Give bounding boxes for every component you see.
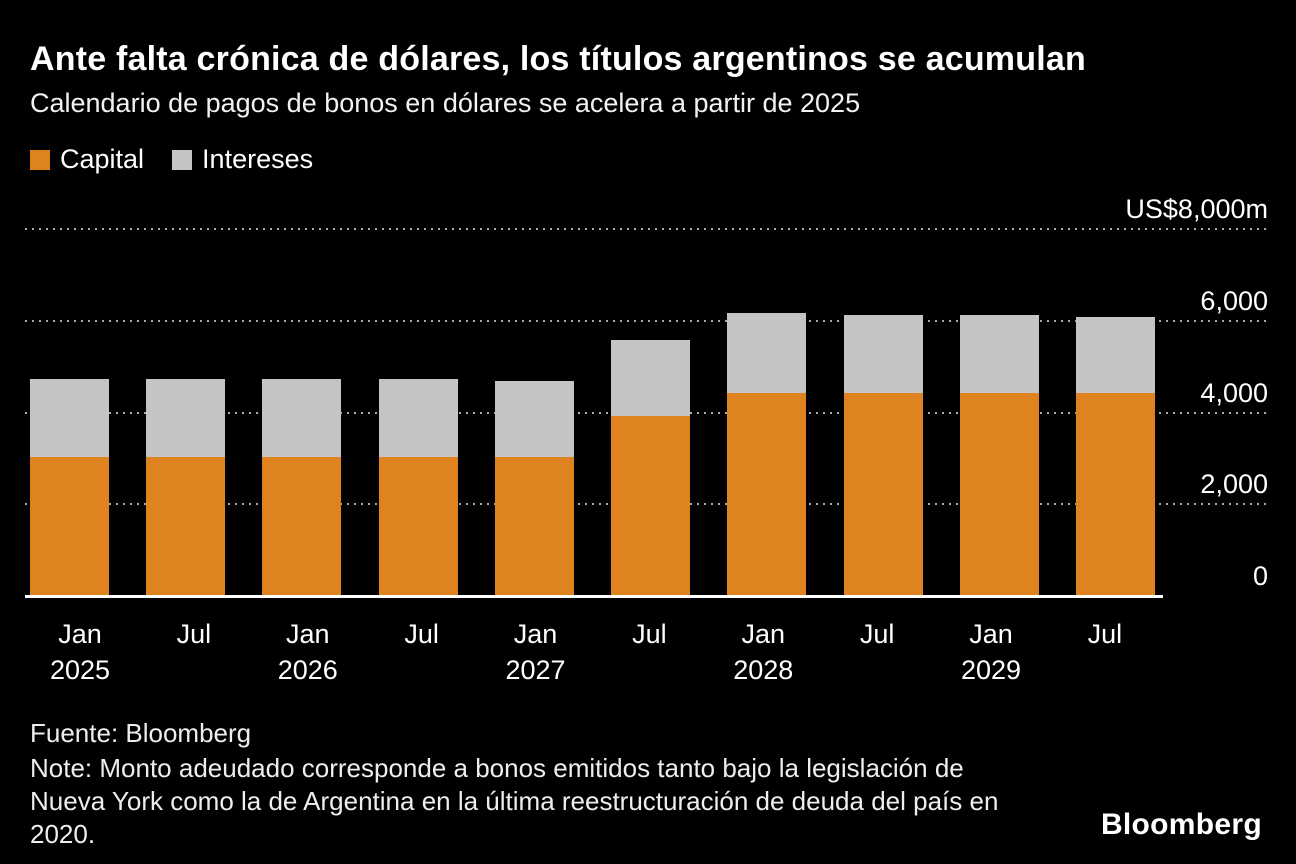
interest-segment (843, 314, 923, 393)
tick-month: Jul (176, 619, 212, 649)
x-axis-baseline (25, 595, 1163, 598)
capital-segment (727, 392, 807, 597)
chart-subtitle: Calendario de pagos de bonos en dólares … (30, 88, 861, 118)
capital-segment (959, 392, 1039, 597)
interest-segment (1075, 317, 1155, 393)
tick-year: 2029 (960, 655, 1022, 685)
legend-item-intereses: Intereses (172, 144, 313, 175)
legend: Capital Intereses (30, 144, 313, 175)
chart-title: Ante falta crónica de dólares, los títul… (30, 40, 1086, 78)
interest-segment (959, 314, 1039, 393)
x-axis-tick: Jan 2029 (941, 616, 1041, 688)
tick-year: 2025 (49, 655, 111, 685)
plot-area (30, 230, 1155, 597)
tick-month: Jul (859, 619, 895, 649)
capital-segment (494, 457, 574, 597)
x-axis-labels: Jan 2025 Jul Jan 2026 Jul Jan 2027 Jul Jan 2028 Jul… (30, 616, 1155, 688)
capital-segment (146, 457, 226, 597)
tick-month: Jan (969, 619, 1013, 649)
x-axis-tick: Jul (599, 616, 699, 688)
bar-jan-2026 (262, 379, 342, 597)
tick-month: Jan (513, 619, 558, 649)
gridline-8000 (25, 228, 1270, 230)
tick-month: Jan (58, 619, 102, 649)
x-axis-tick: Jul (1055, 616, 1155, 688)
capital-segment (611, 415, 691, 597)
bar-jul-2025 (146, 379, 226, 597)
bar-jul-2029 (1075, 317, 1155, 597)
legend-swatch-icon (172, 149, 193, 170)
bar-jul-2026 (378, 379, 458, 597)
x-axis-tick: Jan 2028 (713, 616, 813, 688)
source-text: Fuente: Bloomberg (30, 718, 252, 748)
legend-swatch-icon (30, 149, 50, 170)
capital-segment (843, 392, 923, 597)
tick-year: 2027 (505, 655, 566, 685)
x-axis-tick: Jul (372, 616, 472, 688)
interest-segment (146, 379, 226, 458)
tick-month: Jan (741, 619, 786, 649)
x-axis-tick: Jul (827, 616, 927, 688)
interest-segment (727, 312, 807, 393)
capital-segment (30, 457, 109, 597)
legend-item-capital: Capital (30, 144, 144, 175)
legend-label: Intereses (202, 144, 314, 174)
bar-jan-2027 (494, 381, 574, 597)
legend-label: Capital (60, 144, 145, 174)
interest-segment (494, 381, 574, 458)
tick-month: Jul (1087, 619, 1123, 649)
x-axis-tick: Jan 2025 (30, 616, 130, 688)
tick-year: 2026 (277, 655, 338, 685)
capital-segment (262, 457, 342, 597)
gridline-6000 (25, 319, 1270, 322)
x-axis-tick: Jan 2027 (486, 616, 586, 688)
tick-year: 2028 (733, 655, 794, 685)
x-axis-tick: Jan 2026 (258, 616, 358, 688)
interest-segment (378, 379, 458, 458)
tick-month: Jul (632, 619, 667, 649)
note-text: Note: Monto adeudado corresponde a bonos… (30, 753, 999, 849)
bar-jan-2029 (959, 314, 1039, 597)
interest-segment (262, 379, 342, 458)
capital-segment (378, 457, 458, 597)
interest-segment (30, 379, 109, 458)
x-axis-tick: Jul (144, 616, 244, 688)
bar-jul-2028 (843, 314, 923, 597)
tick-month: Jul (404, 619, 439, 649)
capital-segment (1075, 392, 1155, 597)
bar-jan-2028 (727, 312, 807, 597)
interest-segment (611, 340, 691, 416)
tick-month: Jan (285, 619, 330, 649)
bloomberg-logo: Bloomberg (1100, 808, 1262, 841)
bar-jan-2025 (30, 379, 109, 597)
bar-jul-2027 (611, 340, 691, 597)
